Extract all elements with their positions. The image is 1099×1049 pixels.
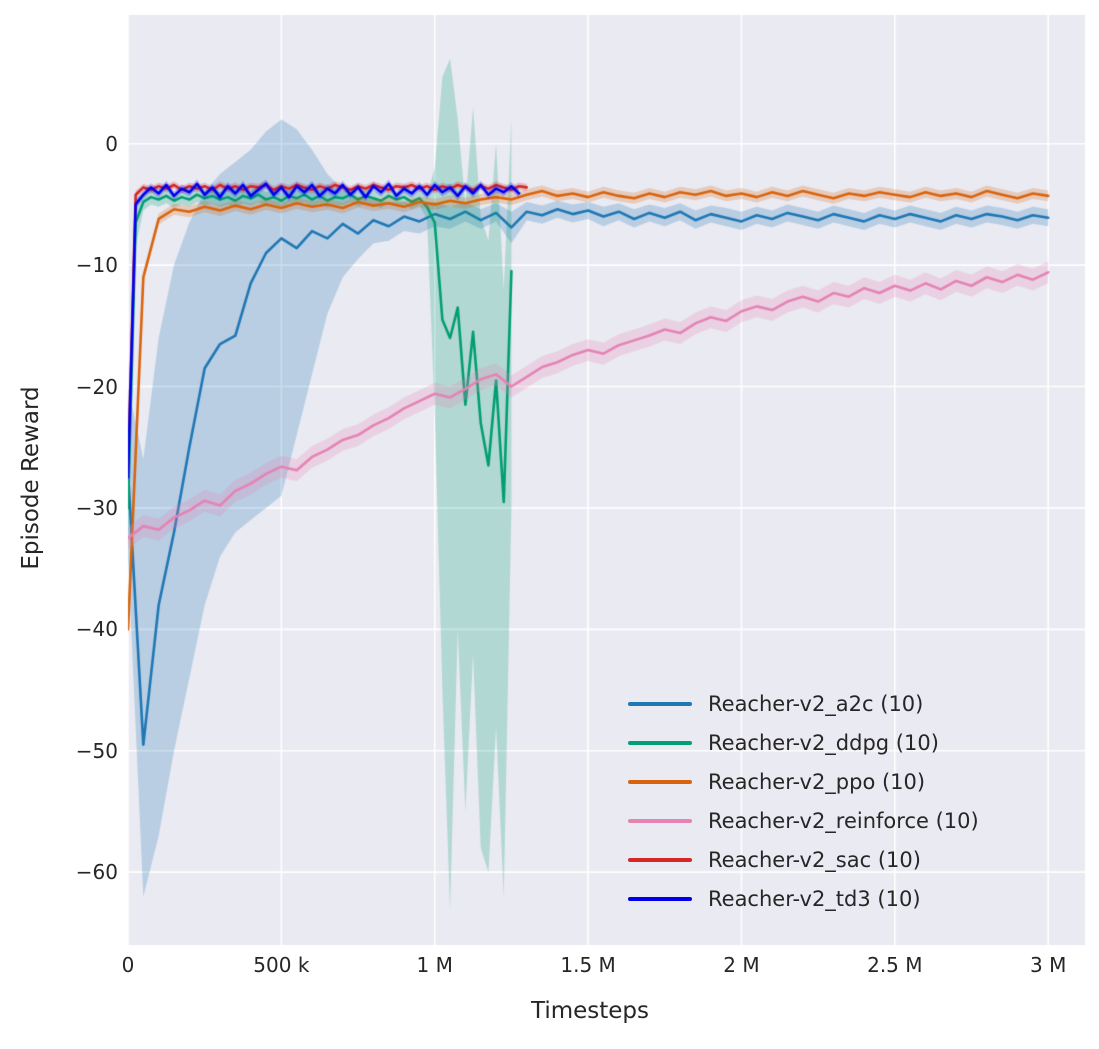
legend: Reacher-v2_a2c (10) Reacher-v2_ddpg (10) R… (628, 684, 979, 918)
legend-line-swatch (628, 740, 692, 745)
legend-item: Reacher-v2_a2c (10) (628, 684, 979, 723)
legend-label: Reacher-v2_sac (10) (708, 847, 921, 872)
legend-line-swatch (628, 779, 692, 784)
legend-item: Reacher-v2_td3 (10) (628, 879, 979, 918)
legend-item: Reacher-v2_ddpg (10) (628, 723, 979, 762)
legend-label: Reacher-v2_ddpg (10) (708, 730, 939, 755)
legend-item: Reacher-v2_sac (10) (628, 840, 979, 879)
x-axis-title: Timesteps (530, 998, 650, 1024)
legend-line-swatch (628, 857, 692, 862)
legend-label: Reacher-v2_td3 (10) (708, 886, 921, 911)
legend-line-swatch (628, 701, 692, 706)
y-axis-title: Episode Reward (18, 386, 44, 570)
legend-item: Reacher-v2_reinforce (10) (628, 801, 979, 840)
legend-label: Reacher-v2_reinforce (10) (708, 808, 979, 833)
legend-label: Reacher-v2_a2c (10) (708, 691, 924, 716)
legend-item: Reacher-v2_ppo (10) (628, 762, 979, 801)
legend-line-swatch (628, 818, 692, 823)
legend-label: Reacher-v2_ppo (10) (708, 769, 926, 794)
legend-line-swatch (628, 896, 692, 901)
